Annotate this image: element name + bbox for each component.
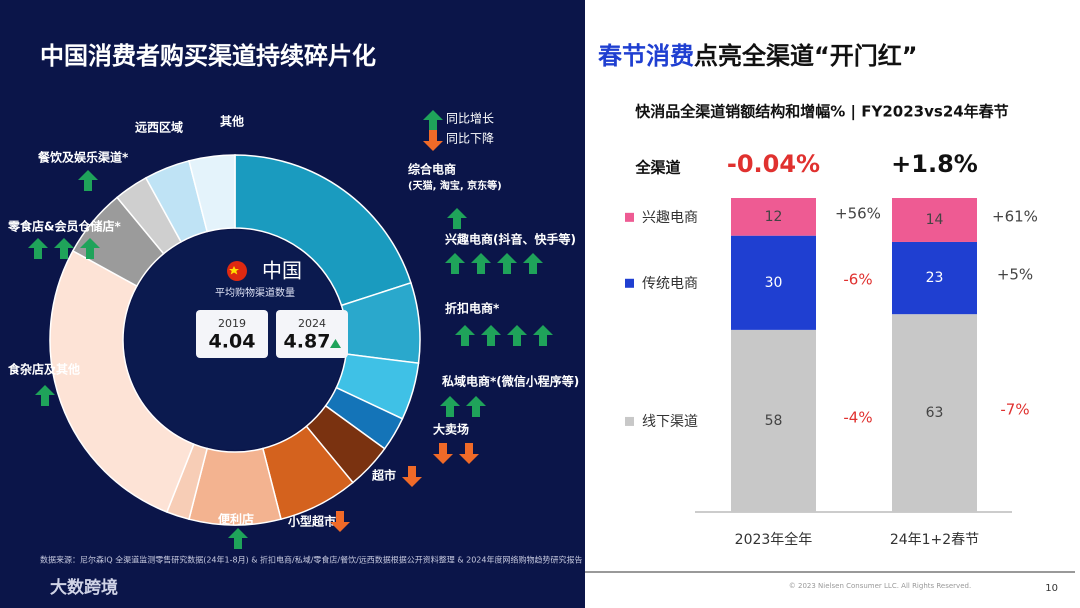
trend-arrow	[80, 238, 100, 259]
legend-swatch	[625, 278, 634, 288]
segment-label: 餐饮及娱乐渠道*	[38, 150, 129, 165]
title-rest: 点亮全渠道“开门红”	[694, 42, 918, 70]
box-year: 2019	[218, 317, 246, 330]
growth-label: -7%	[1000, 401, 1029, 419]
value-label: 14	[926, 212, 944, 228]
donut-segment	[188, 154, 236, 233]
trend-arrow	[471, 253, 491, 274]
trend-arrow	[445, 253, 465, 274]
trend-arrow	[507, 325, 527, 346]
value-box	[276, 310, 348, 358]
flag-star	[229, 266, 239, 275]
trend-arrow	[497, 253, 517, 274]
segment-label: 折扣电商*	[445, 301, 500, 316]
total-label: 全渠道	[634, 159, 680, 177]
trend-arrow	[466, 396, 486, 417]
value-label: 12	[765, 209, 783, 225]
footer: © 2023 Nielsen Consumer LLC. All Rights …	[789, 582, 971, 590]
value-label: 63	[926, 405, 944, 421]
legend-swatch	[625, 212, 634, 222]
segment-label: 便利店	[218, 512, 254, 527]
trend-arrow	[423, 110, 443, 131]
value-label: 58	[765, 413, 783, 429]
value-label: 23	[926, 270, 944, 286]
segment-label: 小型超市	[288, 514, 336, 529]
donut-segment	[49, 249, 195, 513]
bar-segment	[892, 314, 977, 512]
trend-arrow	[533, 325, 553, 346]
trend-arrow	[447, 208, 467, 229]
x-tick-label: 24年1+2春节	[890, 532, 979, 548]
growth-label: +61%	[992, 207, 1038, 225]
trend-arrow	[330, 511, 350, 532]
growth-label: -6%	[843, 270, 872, 288]
bar-segment	[731, 329, 816, 512]
segment-note: (天猫, 淘宝, 京东等)	[408, 179, 502, 192]
legend-label: 兴趣电商	[642, 210, 698, 226]
donut-segment	[234, 154, 412, 307]
value-box	[196, 310, 268, 358]
segment-label: 零食店&会员仓储店*	[7, 219, 121, 234]
page-number: 10	[1045, 583, 1058, 594]
center-country: 中国	[262, 259, 302, 283]
trend-arrow	[440, 396, 460, 417]
segment-label: 远西区域	[135, 120, 183, 135]
segment-label: 综合电商	[408, 162, 456, 177]
segment-label: 食杂店及其他	[7, 362, 80, 377]
legend-label: 传统电商	[642, 276, 698, 292]
box-year: 2024	[298, 317, 326, 330]
trend-arrow	[481, 325, 501, 346]
trend-arrow	[228, 528, 248, 549]
up-triangle	[330, 339, 341, 348]
bar-segment	[892, 241, 977, 315]
growth-label: -4%	[843, 408, 872, 426]
segment-label: 兴趣电商(抖音、快手等)	[445, 232, 576, 247]
trend-arrow	[78, 170, 98, 191]
flag	[227, 261, 247, 281]
box-value: 4.04	[209, 331, 256, 353]
center-caption: 平均购物渠道数量	[215, 286, 295, 299]
growth-label: +56%	[835, 204, 881, 222]
segment-label: 私域电商*(微信小程序等)	[441, 374, 579, 389]
right-title: 春节消费点亮全渠道“开门红”	[598, 42, 918, 70]
trend-arrow	[455, 325, 475, 346]
left-title: 中国消费者购买渠道持续碎片化	[40, 42, 376, 70]
legend-up: 同比增长	[446, 112, 494, 126]
bar-segment	[731, 198, 816, 236]
logo: 大数跨境	[50, 577, 118, 598]
trend-arrow	[433, 443, 453, 464]
legend-swatch	[625, 416, 634, 426]
title-highlight: 春节消费	[598, 42, 694, 70]
trend-arrow	[423, 130, 443, 151]
trend-arrow	[28, 238, 48, 259]
total-value: +1.8%	[891, 150, 978, 178]
segment-label: 其他	[220, 114, 244, 129]
segment-label: 超市	[371, 468, 396, 483]
box-value: 4.87	[284, 331, 331, 353]
trend-arrow	[402, 466, 422, 487]
x-tick-label: 2023年全年	[735, 531, 813, 548]
right-panel	[585, 0, 1080, 608]
trend-arrow	[459, 443, 479, 464]
bar-segment	[731, 235, 816, 330]
trend-arrow	[35, 385, 55, 406]
bar-segment	[892, 198, 977, 242]
growth-label: +5%	[997, 266, 1033, 284]
trend-arrow	[54, 238, 74, 259]
legend-down: 同比下降	[446, 132, 494, 146]
value-label: 30	[765, 275, 783, 291]
trend-arrow	[523, 253, 543, 274]
segment-label: 大卖场	[433, 422, 469, 437]
legend-label: 线下渠道	[642, 414, 698, 430]
total-value: -0.04%	[727, 150, 820, 178]
source: 数据来源：尼尔森IQ 全渠道监测零售研究数据(24年1-8月) & 折扣电商/私…	[40, 555, 582, 565]
chart-title: 快消品全渠道销额结构和增幅% | FY2023vs24年春节	[635, 103, 1008, 122]
